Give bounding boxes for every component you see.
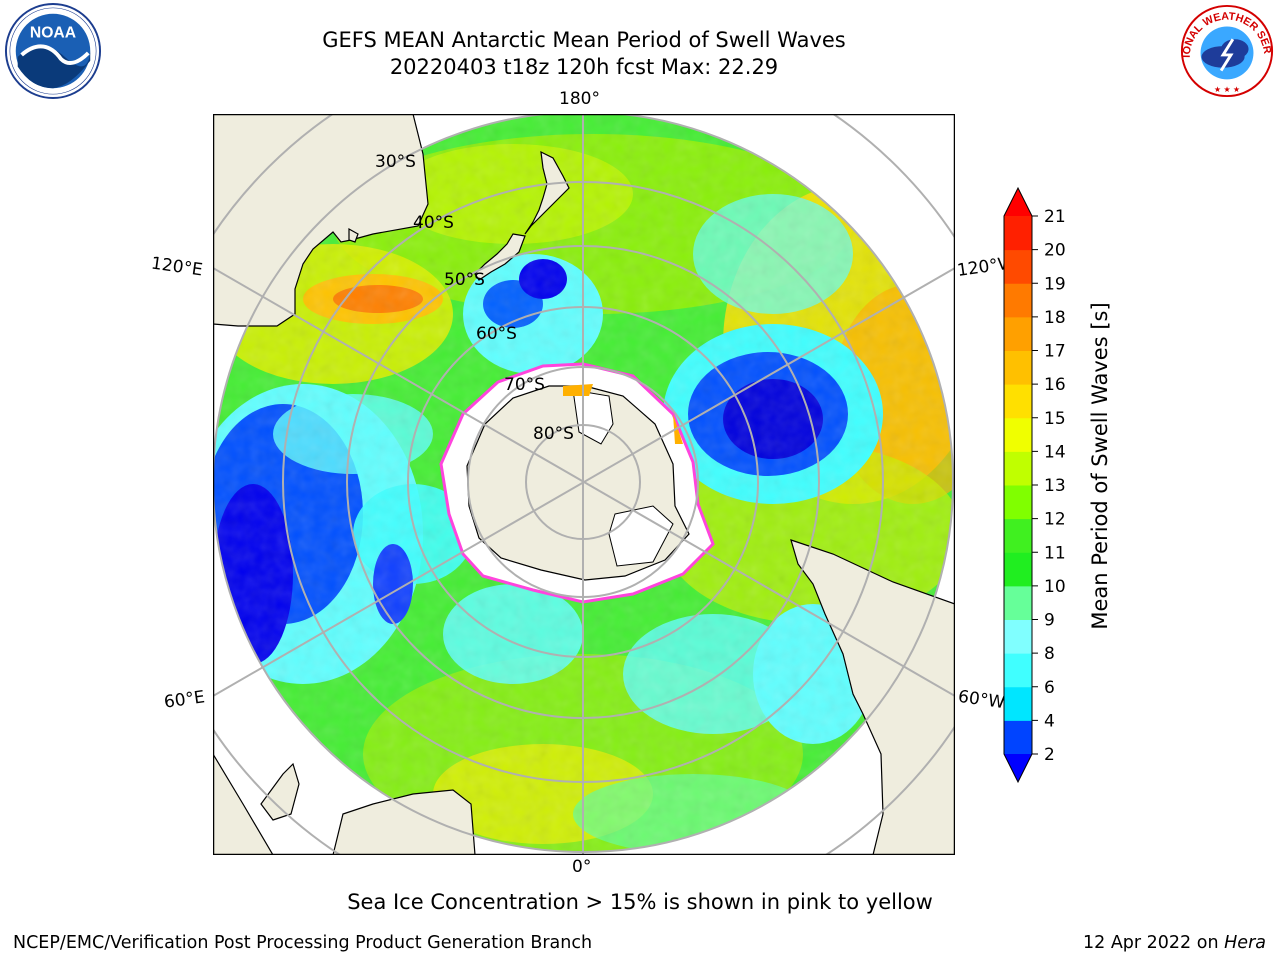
colorbar-tick-label: 8 xyxy=(1044,644,1055,664)
colorbar-tick-label: 11 xyxy=(1044,543,1066,563)
colorbar-tick-label: 14 xyxy=(1044,442,1066,462)
lat-label-80s: 80°S xyxy=(533,424,574,444)
colorbar-segments xyxy=(1003,186,1033,784)
antarctica xyxy=(439,362,715,604)
colorbar-under-arrow xyxy=(1004,754,1032,782)
colorbar-tick-label: 6 xyxy=(1044,678,1055,698)
colorbar-segment xyxy=(1004,283,1032,318)
nws-logo: NATIONAL WEATHER SERVICE ★ ★ ★ xyxy=(1176,2,1275,99)
colorbar-tick-label: 19 xyxy=(1044,274,1066,294)
colorbar-segment xyxy=(1004,585,1032,620)
lat-label-60s: 60°S xyxy=(476,324,517,344)
colorbar-segment xyxy=(1004,552,1032,587)
svg-text:NOAA: NOAA xyxy=(30,24,76,41)
colorbar-tick-label: 13 xyxy=(1044,476,1066,496)
lat-label-70s: 70°S xyxy=(504,375,545,395)
colorbar-label: Mean Period of Swell Waves [s] xyxy=(1088,302,1112,629)
polar-map xyxy=(213,114,955,855)
colorbar-segment xyxy=(1004,686,1032,721)
lon-label-60e: 60°E xyxy=(162,687,207,713)
colorbar-tick-label: 17 xyxy=(1044,342,1066,362)
colorbar-segment xyxy=(1004,417,1032,452)
svg-text:★ ★ ★: ★ ★ ★ xyxy=(1214,85,1240,94)
colorbar-tick-label: 4 xyxy=(1044,711,1055,731)
noaa-logo: NOAA xyxy=(4,2,102,100)
footer-machine: Hera xyxy=(1224,933,1266,953)
lon-label-180: 180° xyxy=(559,89,600,109)
colorbar-segment xyxy=(1004,451,1032,486)
colorbar-segment xyxy=(1004,485,1032,520)
map-subtitle: 20220403 t18z 120h fcst Max: 22.29 xyxy=(389,55,779,79)
map-frame xyxy=(213,114,955,855)
colorbar-segment xyxy=(1004,249,1032,284)
lat-label-30s: 30°S xyxy=(375,152,416,172)
colorbar-tick-label: 20 xyxy=(1044,241,1066,261)
lon-label-120e: 120°E xyxy=(149,253,204,281)
land xyxy=(213,114,955,855)
colorbar-segment xyxy=(1004,518,1032,553)
footer-date-text: 12 Apr 2022 on xyxy=(1082,933,1219,953)
colorbar-tick-label: 10 xyxy=(1044,577,1066,597)
footer-branch: NCEP/EMC/Verification Post Processing Pr… xyxy=(13,933,593,953)
colorbar-tick-label: 2 xyxy=(1044,745,1055,765)
graticule xyxy=(213,114,955,855)
colorbar-segment xyxy=(1004,653,1032,688)
colorbar-tick-label: 12 xyxy=(1044,510,1066,530)
lon-label-60w: 60°W xyxy=(956,686,1007,714)
colorbar-over-arrow xyxy=(1004,188,1032,216)
colorbar-segment xyxy=(1004,316,1032,351)
colorbar-tick-label: 15 xyxy=(1044,409,1066,429)
colorbar-tick-label: 21 xyxy=(1044,207,1066,227)
colorbar-segment xyxy=(1004,619,1032,654)
map-title: GEFS MEAN Antarctic Mean Period of Swell… xyxy=(322,28,846,52)
lon-label-0: 0° xyxy=(572,857,592,877)
colorbar-tick-label: 16 xyxy=(1044,375,1066,395)
colorbar-segment xyxy=(1004,720,1032,755)
colorbar-segment xyxy=(1004,384,1032,419)
colorbar-tick-label: 18 xyxy=(1044,308,1066,328)
colorbar-segment xyxy=(1004,216,1032,251)
lat-label-50s: 50°S xyxy=(444,270,485,290)
colorbar-tick-label: 9 xyxy=(1044,611,1055,631)
footer-date: 12 Apr 2022 on Hera xyxy=(1083,933,1266,953)
sea-ice-note: Sea Ice Concentration > 15% is shown in … xyxy=(347,890,933,914)
colorbar: 2 4 6 8 9 10 11 12 13 14 15 16 17 18 19 20 21 Mean Perio… xyxy=(1003,186,1112,784)
colorbar-segment xyxy=(1004,350,1032,385)
lat-label-40s: 40°S xyxy=(413,213,454,233)
